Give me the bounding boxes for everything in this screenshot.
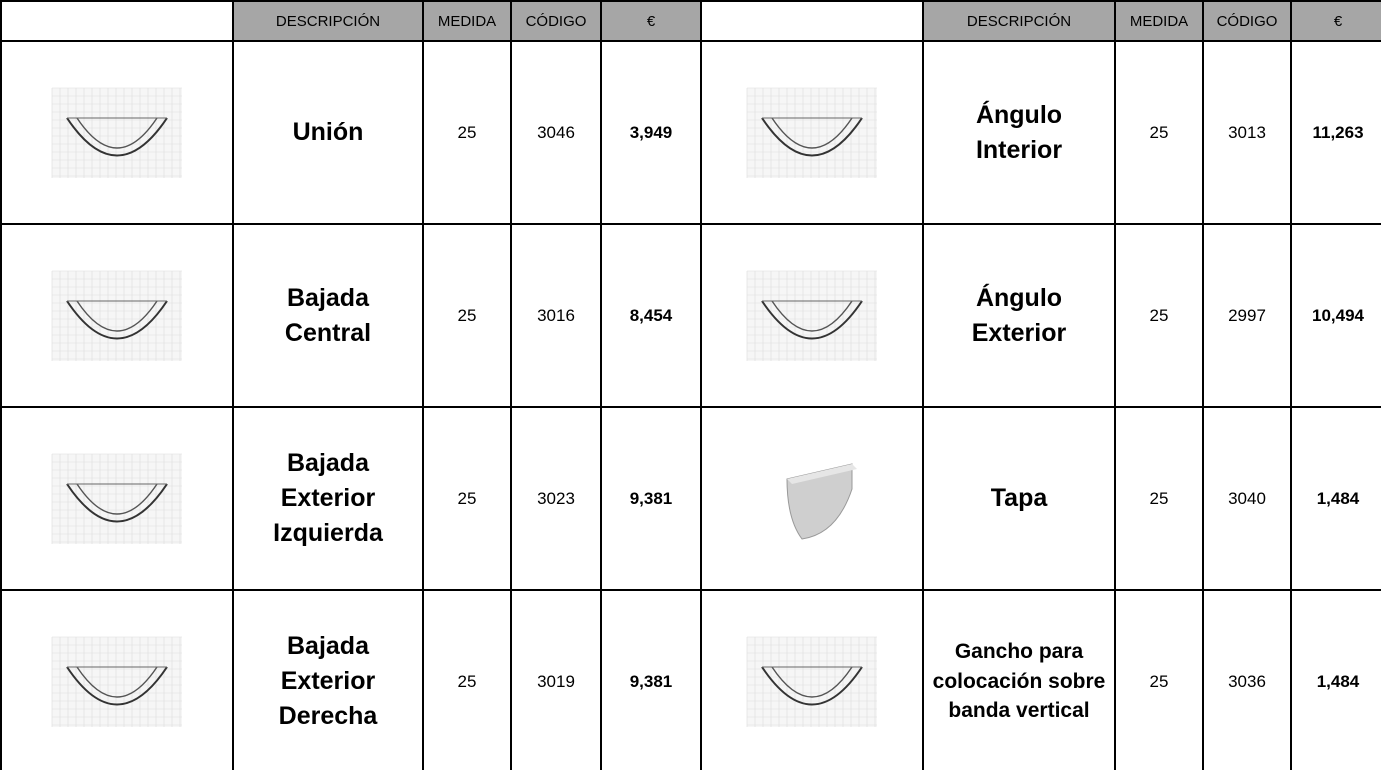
- description: Bajada Exterior Derecha: [232, 589, 424, 770]
- size: 25: [1114, 589, 1204, 770]
- image-cell: [0, 223, 234, 408]
- image-cell: [700, 589, 924, 770]
- description: Gancho para colocación sobre banda verti…: [922, 589, 1116, 770]
- description: Ángulo Interior: [922, 40, 1116, 225]
- product-image: [51, 453, 182, 544]
- size: 25: [1114, 40, 1204, 225]
- description: Bajada Central: [232, 223, 424, 408]
- size: 25: [422, 589, 512, 770]
- product-image: [746, 87, 877, 178]
- description: Ángulo Exterior: [922, 223, 1116, 408]
- header-row: DESCRIPCIÓN MEDIDA CÓDIGO € DESCRIPCIÓN MEDID…: [0, 0, 1381, 42]
- code: 2997: [1202, 223, 1292, 408]
- column-header: DESCRIPCIÓN: [232, 0, 424, 42]
- code: 3019: [510, 589, 602, 770]
- price: 11,263: [1290, 40, 1381, 225]
- size: 25: [1114, 223, 1204, 408]
- price: 9,381: [600, 406, 702, 591]
- price: 3,949: [600, 40, 702, 225]
- column-header: €: [600, 0, 702, 42]
- product-row: Bajada Central 25 3016 8,454 Ángulo Exterior…: [0, 223, 1381, 408]
- code: 3036: [1202, 589, 1292, 770]
- product-row: Bajada Exterior Derecha 25 3019 9,381 Gancho…: [0, 589, 1381, 770]
- size: 25: [422, 40, 512, 225]
- column-header: MEDIDA: [422, 0, 512, 42]
- image-cell: [700, 40, 924, 225]
- image-cell: [0, 406, 234, 591]
- image-cell: [700, 406, 924, 591]
- price: 9,381: [600, 589, 702, 770]
- code: 3023: [510, 406, 602, 591]
- image-header: [700, 0, 924, 42]
- size: 25: [1114, 406, 1204, 591]
- product-image: [746, 270, 877, 361]
- column-header: DESCRIPCIÓN: [922, 0, 1116, 42]
- code: 3040: [1202, 406, 1292, 591]
- size: 25: [422, 406, 512, 591]
- code: 3013: [1202, 40, 1292, 225]
- image-header: [0, 0, 234, 42]
- price: 10,494: [1290, 223, 1381, 408]
- image-cell: [700, 223, 924, 408]
- product-image: [746, 636, 877, 727]
- size: 25: [422, 223, 512, 408]
- price: 1,484: [1290, 589, 1381, 770]
- image-cell: [0, 40, 234, 225]
- product-image: [51, 636, 182, 727]
- product-image: [51, 87, 182, 178]
- code: 3016: [510, 223, 602, 408]
- price: 1,484: [1290, 406, 1381, 591]
- column-header: MEDIDA: [1114, 0, 1204, 42]
- price: 8,454: [600, 223, 702, 408]
- column-header: €: [1290, 0, 1381, 42]
- column-header: CÓDIGO: [1202, 0, 1292, 42]
- image-cell: [0, 589, 234, 770]
- column-header: CÓDIGO: [510, 0, 602, 42]
- code: 3046: [510, 40, 602, 225]
- description: Unión: [232, 40, 424, 225]
- description: Tapa: [922, 406, 1116, 591]
- product-row: Unión 25 3046 3,949 Ángulo Interior 25 3013 11,…: [0, 40, 1381, 225]
- product-row: Bajada Exterior Izquierda 25 3023 9,381 Tapa…: [0, 406, 1381, 591]
- product-image: [786, 462, 857, 540]
- description: Bajada Exterior Izquierda: [232, 406, 424, 591]
- product-image: [51, 270, 182, 361]
